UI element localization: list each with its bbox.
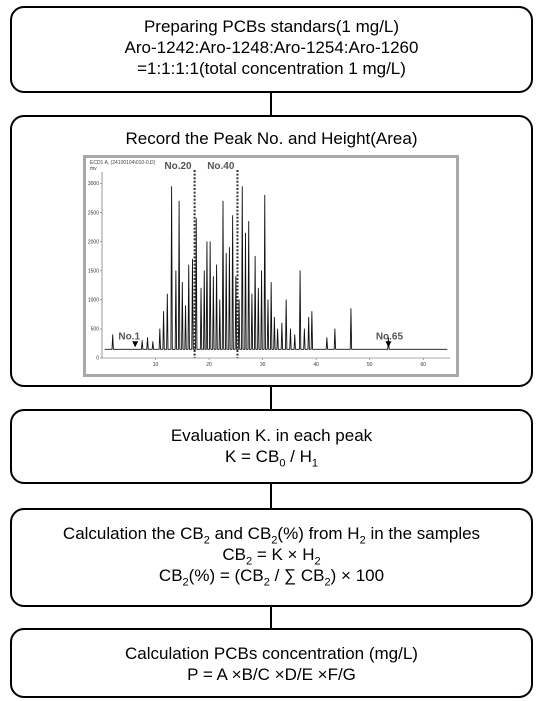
x-tick-label: 40: [313, 362, 319, 368]
step-record-peaks: Record the Peak No. and Height(Area) ECD…: [10, 115, 533, 387]
evaluate-title: Evaluation K. in each peak: [170, 426, 373, 445]
prepare-line-3: =1:1:1:1(total concentration 1 mg/L): [137, 59, 406, 78]
y-tick-label: 0: [96, 356, 99, 362]
record-title: Record the Peak No. and Height(Area): [125, 129, 418, 148]
y-unit-label: mv: [90, 166, 97, 172]
peak-marker-label: No.20: [164, 161, 192, 172]
down-arrow-icon: [132, 341, 139, 348]
y-tick-label: 3000: [88, 181, 99, 187]
step-evaluate-k: Evaluation K. in each peak K = CB0 / H1: [10, 409, 533, 484]
concentration-title: Calculation PCBs concentration (mg/L): [125, 644, 418, 663]
x-tick-label: 20: [206, 362, 212, 368]
chromatogram-svg: ECD1 A, (24100104\010-0.D)mv 0 500 1000 1500…: [88, 160, 450, 368]
chart-header: ECD1 A, (24100104\010-0.D): [90, 160, 156, 166]
chromatogram-chart: ECD1 A, (24100104\010-0.D) mv 0 500 1000 1500…: [83, 155, 459, 377]
chromatogram-trace: [104, 186, 448, 350]
prepare-line-2: Aro-1242:Aro-1248:Aro-1254:Aro-1260: [124, 38, 419, 57]
x-tick-label: 10: [153, 362, 159, 368]
connector-1: [270, 93, 272, 115]
down-arrow-icon: [385, 341, 392, 348]
peak-annotation-label: No.65: [376, 331, 404, 342]
connector-2: [270, 387, 272, 409]
y-tick-label: 2000: [88, 239, 99, 245]
y-tick-label: 1000: [88, 297, 99, 303]
peak-marker-label: No.40: [207, 161, 235, 172]
concentration-formula: P = A ×B/C ×D/E ×F/G: [187, 665, 356, 684]
x-tick-label: 50: [367, 362, 373, 368]
calc-cb2-formula-1: CB2 = K × H2: [222, 545, 321, 568]
prepare-line-1: Preparing PCBs standars(1 mg/L): [143, 17, 400, 36]
calc-cb2-title: Calculation the CB2 and CB2(%) from H2 i…: [62, 524, 481, 547]
y-tick-label: 1500: [88, 268, 99, 274]
y-tick-label: 500: [91, 327, 100, 333]
step-calculate-concentration: Calculation PCBs concentration (mg/L) P …: [10, 628, 533, 698]
connector-4: [270, 607, 272, 628]
x-tick-label: 60: [420, 362, 426, 368]
y-tick-label: 2500: [88, 210, 99, 216]
x-tick-label: 30: [260, 362, 266, 368]
peak-annotation-label: No.1: [118, 331, 140, 342]
connector-3: [270, 484, 272, 508]
step-calculate-cb2: Calculation the CB2 and CB2(%) from H2 i…: [10, 508, 533, 607]
step-prepare-standards: Preparing PCBs standars(1 mg/L) Aro-1242…: [10, 6, 533, 93]
evaluate-formula: K = CB0 / H1: [224, 447, 319, 470]
calc-cb2-formula-2: CB2(%) = (CB2 / ∑ CB2) × 100: [158, 566, 385, 589]
